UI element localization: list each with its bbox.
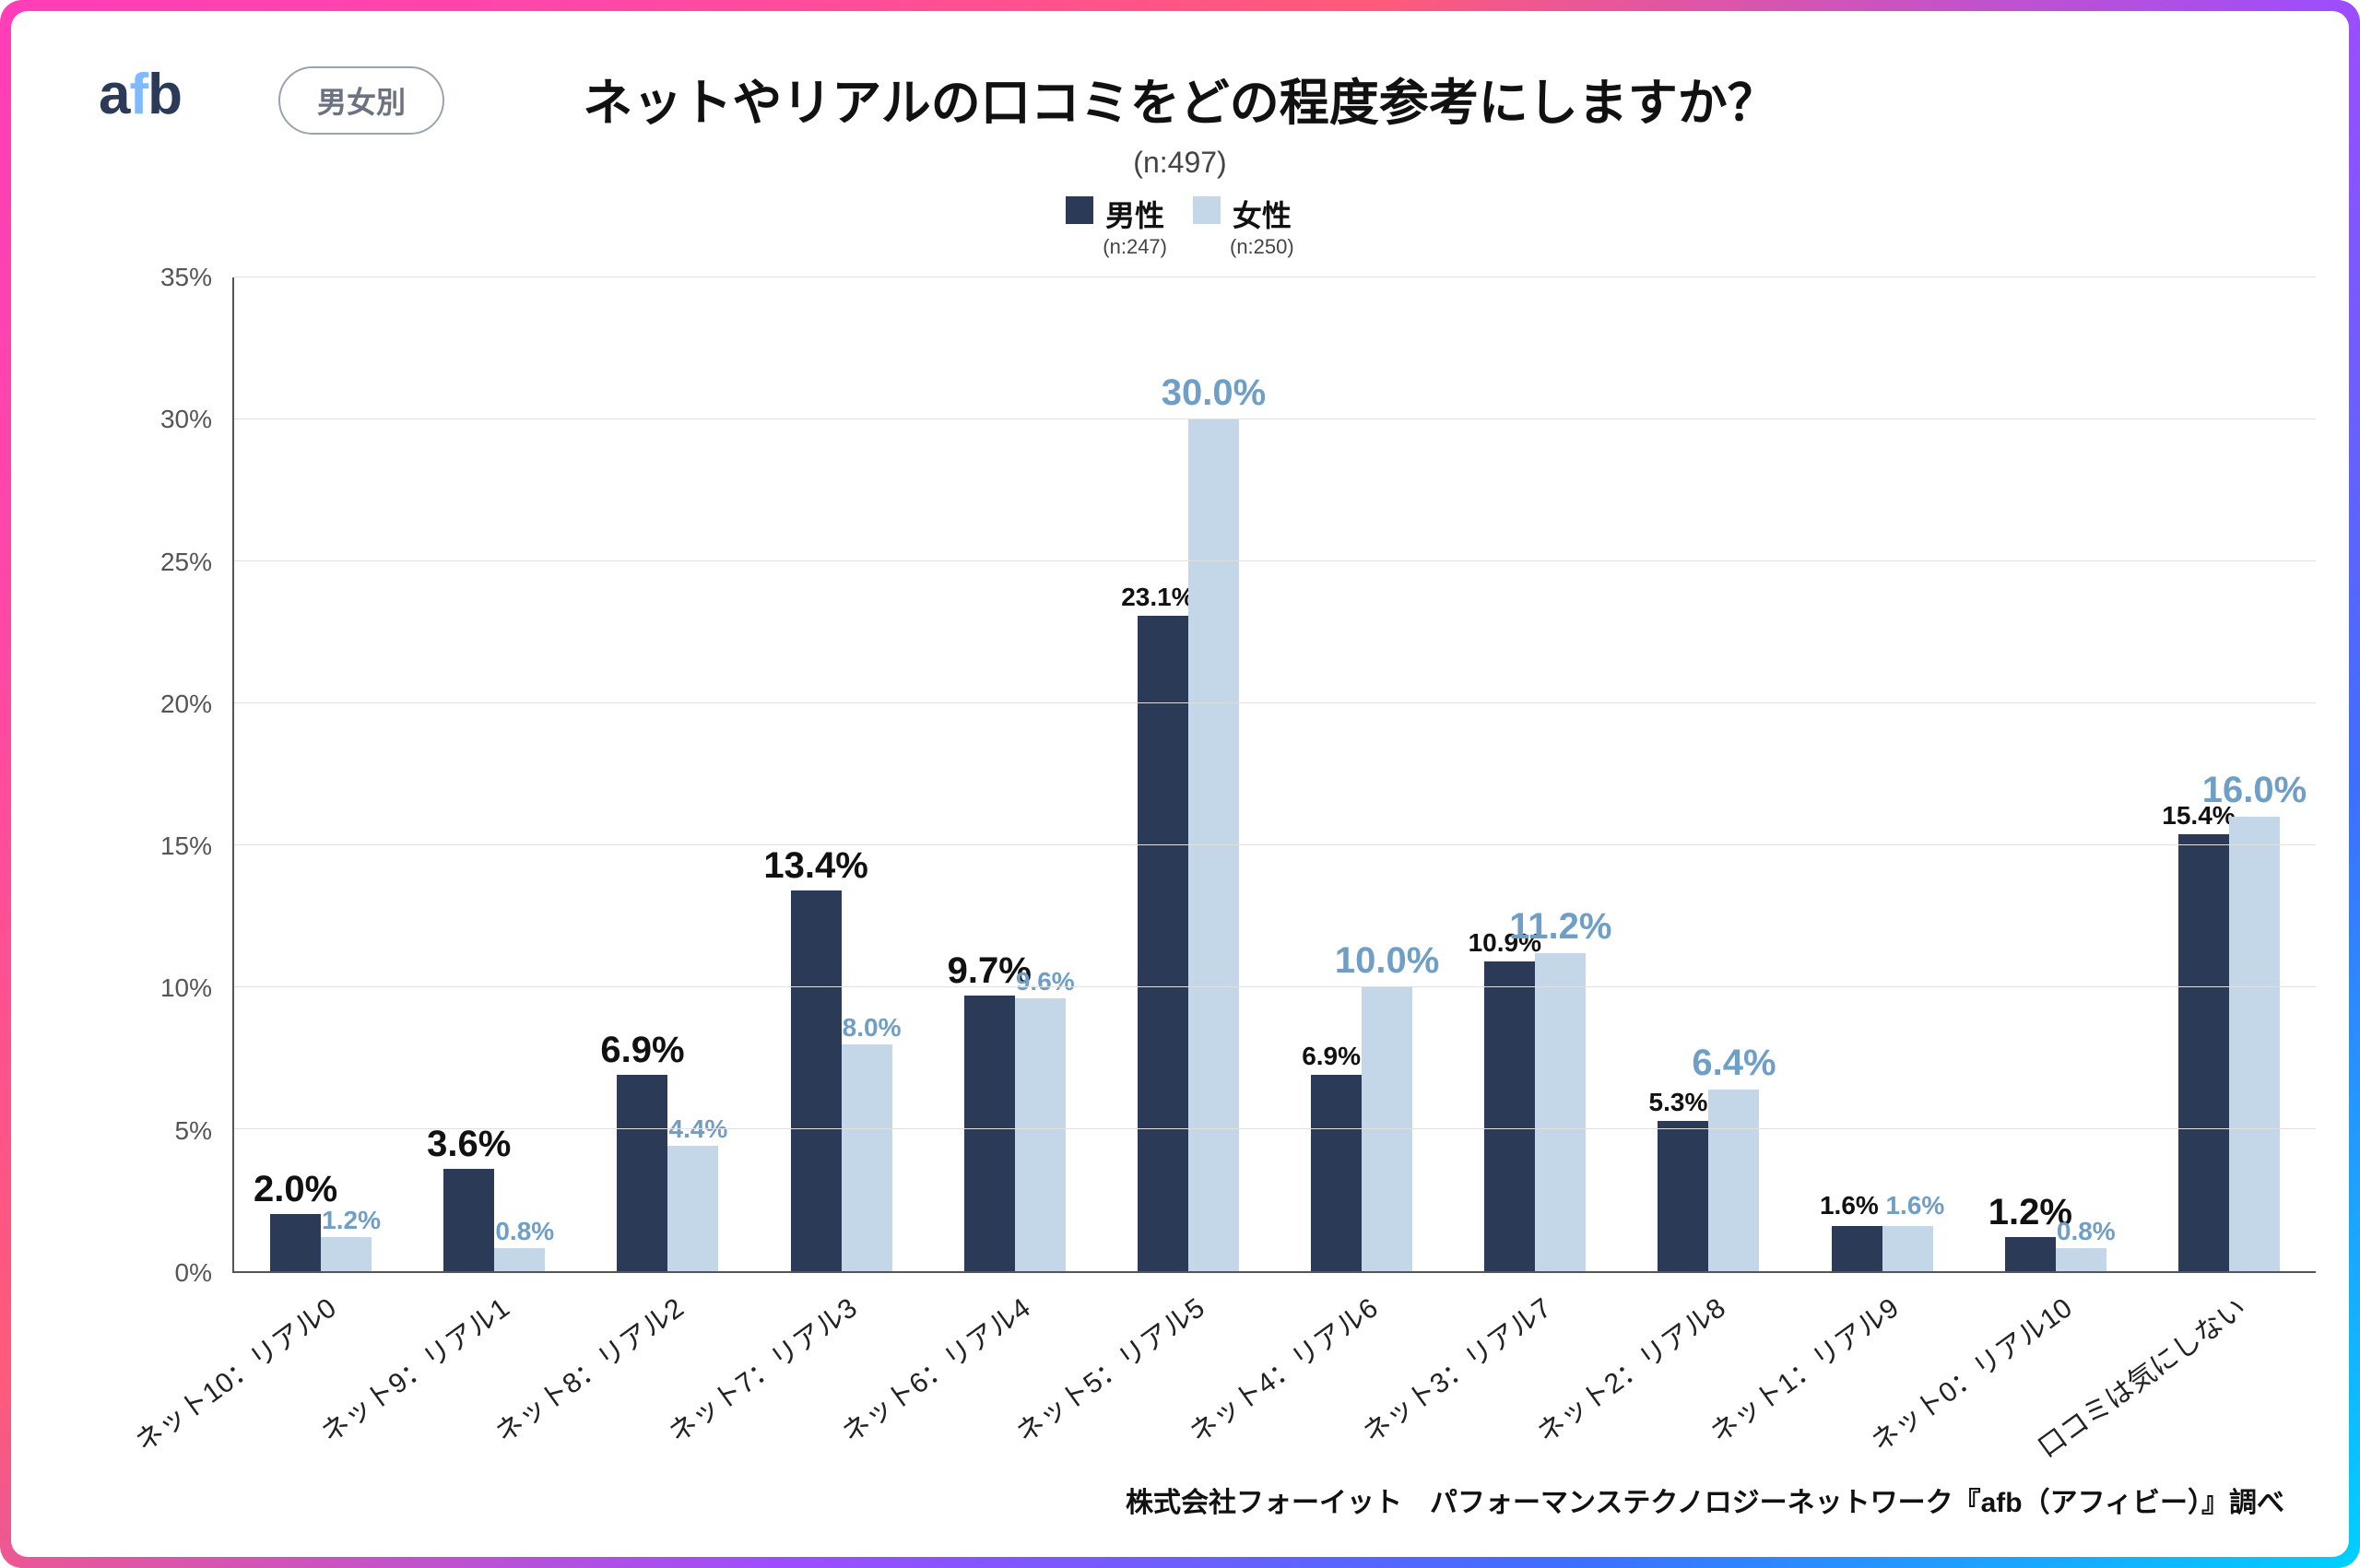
gradient-frame: afb 男女別 ネットやリアルの口コミをどの程度参考にしますか？ (n:497)… [0, 0, 2360, 1568]
bar-female: 1.6% [1882, 1226, 1933, 1271]
bar-female: 0.8% [2056, 1248, 2106, 1271]
bar-value-label: 8.0% [843, 1013, 902, 1044]
bar-female: 9.6% [1015, 998, 1066, 1271]
bar-value-label: 10.0% [1335, 940, 1439, 987]
bar-value-label: 6.4% [1692, 1043, 1776, 1090]
bar-female: 16.0% [2229, 817, 2280, 1271]
bar-value-label: 13.4% [763, 845, 867, 890]
bar-group: 1.2%0.8% [1969, 277, 2142, 1271]
gridline [234, 702, 2316, 703]
bar-male: 23.1% [1138, 616, 1188, 1271]
bar-value-label: 3.6% [427, 1124, 511, 1169]
chart-area: 0%5%10%15%20%25%30%35% 2.0%1.2%3.6%0.8%6… [149, 277, 2316, 1273]
bar-male: 1.2% [2005, 1237, 2056, 1271]
bar-male: 3.6% [443, 1169, 494, 1271]
legend-label-male: 男性 [1105, 193, 1164, 235]
bar-value-label: 6.9% [1302, 1042, 1361, 1075]
bar-female: 6.4% [1708, 1090, 1759, 1271]
plot-area: 2.0%1.2%3.6%0.8%6.9%4.4%13.4%8.0%9.7%9.6… [232, 277, 2316, 1273]
bar-male: 5.3% [1658, 1121, 1708, 1271]
bar-female: 10.0% [1362, 987, 1412, 1271]
bar-group: 6.9%4.4% [581, 277, 754, 1271]
bar-value-label: 1.6% [1885, 1191, 1944, 1226]
bar-male: 10.9% [1484, 961, 1535, 1271]
bar-value-label: 23.1% [1121, 583, 1194, 616]
bar-female: 11.2% [1535, 953, 1586, 1271]
logo-letter-b: b [148, 63, 182, 126]
bar-group: 23.1%30.0% [1102, 277, 1275, 1271]
legend-item-male: 男性 (n:247) [1066, 193, 1167, 259]
bar-value-label: 1.6% [1820, 1191, 1879, 1226]
legend-swatch-female [1193, 196, 1221, 224]
y-tick-label: 10% [160, 973, 212, 1003]
bar-female: 30.0% [1188, 419, 1239, 1271]
y-tick-label: 5% [175, 1116, 212, 1146]
bar-male: 9.7% [964, 996, 1015, 1271]
bar-value-label: 6.9% [600, 1030, 684, 1075]
y-tick-label: 15% [160, 831, 212, 861]
bar-value-label: 16.0% [2202, 770, 2307, 817]
legend-item-female: 女性 (n:250) [1193, 193, 1294, 259]
legend-n-male: (n:247) [1103, 235, 1167, 259]
legend-n-female: (n:250) [1230, 235, 1294, 259]
bar-group: 1.6%1.6% [1796, 277, 1969, 1271]
bar-value-label: 5.3% [1649, 1088, 1708, 1121]
bar-female: 8.0% [842, 1044, 892, 1271]
footer-credit: 株式会社フォーイット パフォーマンステクノロジーネットワーク『afb（アフィビー… [1126, 1480, 2284, 1520]
bar-value-label: 4.4% [669, 1114, 728, 1146]
bar-male: 13.4% [791, 890, 842, 1271]
gridline [234, 1128, 2316, 1129]
chart-card: afb 男女別 ネットやリアルの口コミをどの程度参考にしますか？ (n:497)… [11, 11, 2349, 1557]
bar-group: 9.7%9.6% [928, 277, 1102, 1271]
y-tick-label: 25% [160, 548, 212, 577]
bar-group: 5.3%6.4% [1622, 277, 1795, 1271]
y-axis: 0%5%10%15%20%25%30%35% [149, 277, 223, 1273]
bar-value-label: 1.2% [322, 1206, 381, 1237]
bar-group: 13.4%8.0% [755, 277, 928, 1271]
y-tick-label: 30% [160, 405, 212, 434]
bar-group: 6.9%10.0% [1275, 277, 1448, 1271]
bar-female: 4.4% [667, 1146, 718, 1271]
legend-swatch-male [1066, 196, 1093, 224]
bar-group: 2.0%1.2% [234, 277, 407, 1271]
bar-value-label: 11.2% [1509, 906, 1611, 953]
segment-badge: 男女別 [278, 66, 444, 135]
gridline [234, 560, 2316, 561]
bar-female: 0.8% [494, 1248, 545, 1271]
bar-female: 1.2% [321, 1237, 372, 1271]
gridline [234, 844, 2316, 845]
bar-value-label: 0.8% [495, 1217, 554, 1248]
logo-letter-a: a [99, 63, 129, 126]
bar-group: 3.6%0.8% [407, 277, 581, 1271]
sample-size: (n:497) [66, 146, 2294, 180]
bar-group: 15.4%16.0% [2142, 277, 2316, 1271]
gridline [234, 986, 2316, 987]
bar-male: 2.0% [270, 1214, 321, 1271]
y-tick-label: 35% [160, 263, 212, 292]
logo: afb [99, 62, 182, 127]
logo-letter-f: f [129, 63, 148, 126]
bar-male: 6.9% [1311, 1075, 1362, 1271]
bar-groups: 2.0%1.2%3.6%0.8%6.9%4.4%13.4%8.0%9.7%9.6… [234, 277, 2316, 1271]
legend: 男性 (n:247) 女性 (n:250) [66, 193, 2294, 259]
bar-male: 1.6% [1832, 1226, 1882, 1271]
bar-value-label: 0.8% [2057, 1217, 2116, 1248]
bar-value-label: 30.0% [1162, 372, 1266, 419]
y-tick-label: 0% [175, 1258, 212, 1288]
bar-value-label: 9.6% [1016, 967, 1075, 998]
x-axis-label: ネット10：リアル0 [125, 1286, 343, 1459]
bar-male: 15.4% [2178, 834, 2229, 1271]
bar-male: 6.9% [617, 1075, 667, 1271]
legend-label-female: 女性 [1233, 193, 1292, 235]
bar-group: 10.9%11.2% [1448, 277, 1622, 1271]
y-tick-label: 20% [160, 690, 212, 719]
